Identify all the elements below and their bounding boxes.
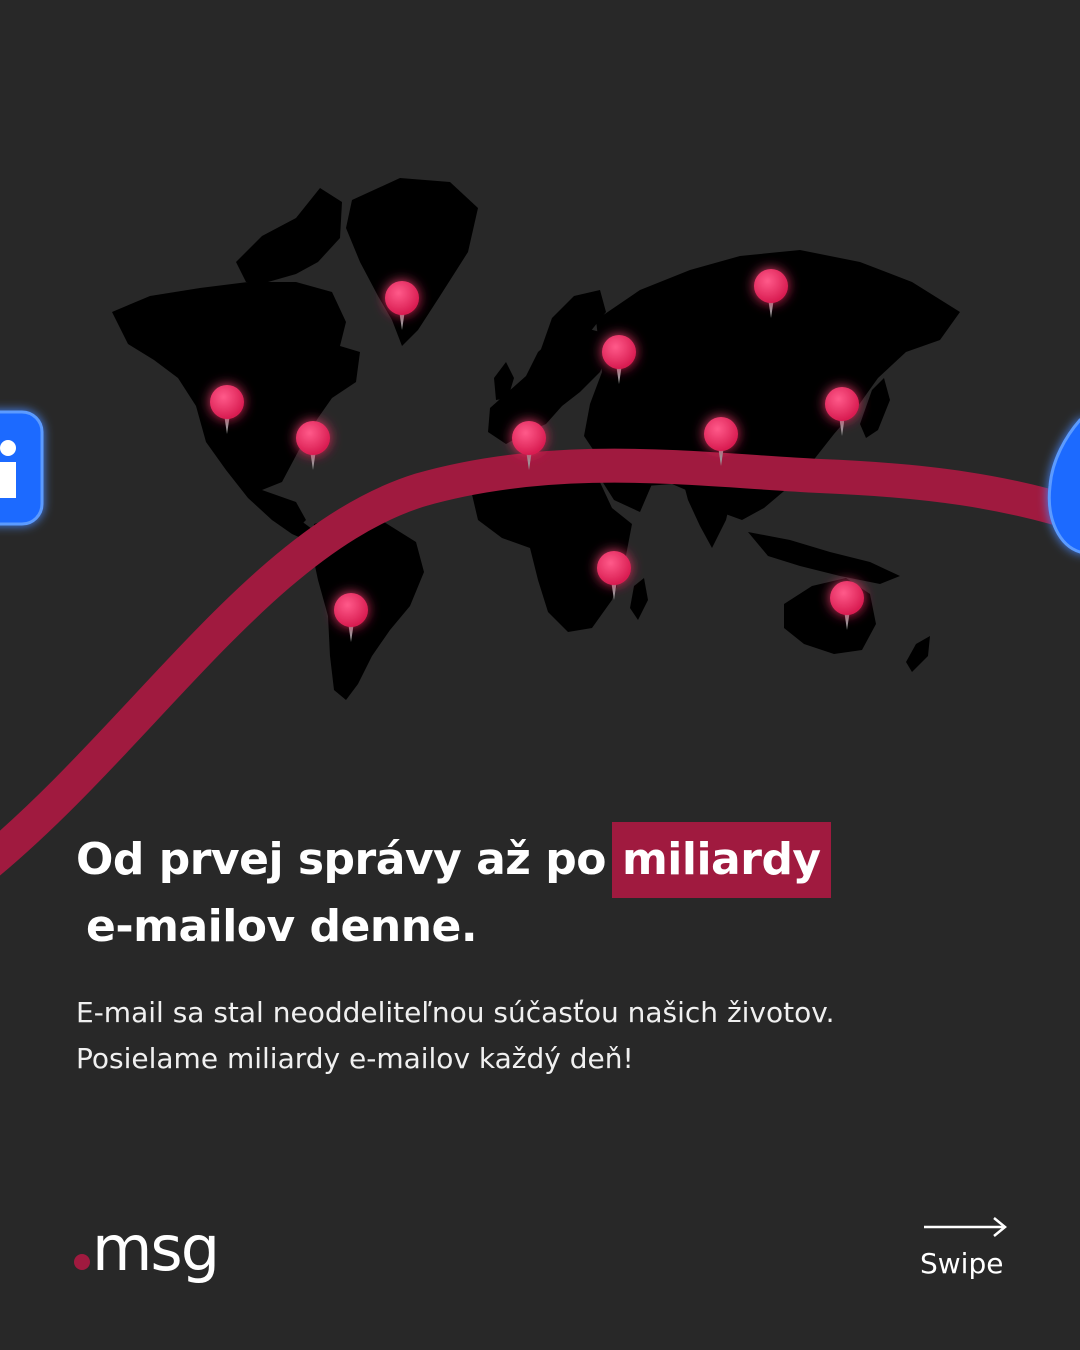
- headline-highlight: miliardy: [611, 822, 831, 898]
- headline: Od prvej správy až po miliardy e-mailov d…: [76, 822, 976, 956]
- pin-siberia: [754, 269, 788, 318]
- pin-canada: [210, 385, 244, 434]
- swipe-button[interactable]: Swipe: [914, 1215, 1014, 1285]
- social-icon-right: [1047, 418, 1080, 554]
- landmass-africa: [470, 452, 632, 632]
- pin-russia: [602, 335, 636, 384]
- pin-australia: [830, 581, 864, 630]
- landmass-central-america: [262, 496, 316, 542]
- logo-text: msg: [92, 1212, 220, 1285]
- swipe-label: Swipe: [920, 1247, 1004, 1280]
- landmass-new-zealand: [906, 636, 930, 672]
- pin-east-africa: [597, 551, 631, 600]
- pin-greenland: [385, 281, 419, 330]
- arrow-right-icon: [924, 1217, 1007, 1237]
- headline-part2: e-mailov denne.: [86, 901, 478, 952]
- landmass-south-america: [312, 512, 424, 700]
- landmass-greenland: [346, 178, 478, 346]
- connection-curve: [0, 448, 1080, 876]
- headline-part1: Od prvej správy až po: [76, 834, 606, 885]
- landmass-arctic-islands: [236, 188, 342, 282]
- body-text: E-mail sa stal neoddeliteľnou súčasťou n…: [76, 996, 835, 1075]
- pin-south-america: [334, 593, 368, 642]
- landmass-indonesia: [748, 532, 900, 584]
- pin-europe: [512, 421, 546, 470]
- msg-logo: msg: [74, 1218, 220, 1288]
- landmass-madagascar: [630, 578, 648, 620]
- landmass-japan: [860, 378, 890, 438]
- pin-usa-east: [296, 421, 330, 470]
- landmass-australia: [784, 578, 876, 654]
- pin-japan: [825, 387, 859, 436]
- landmass-scandinavia: [540, 290, 606, 352]
- social-icon-left: [0, 410, 44, 526]
- landmass-europe: [488, 326, 610, 444]
- pin-china: [704, 417, 738, 466]
- location-pins: [210, 269, 864, 642]
- landmass-uk: [494, 362, 514, 400]
- logo-dot: [74, 1254, 90, 1270]
